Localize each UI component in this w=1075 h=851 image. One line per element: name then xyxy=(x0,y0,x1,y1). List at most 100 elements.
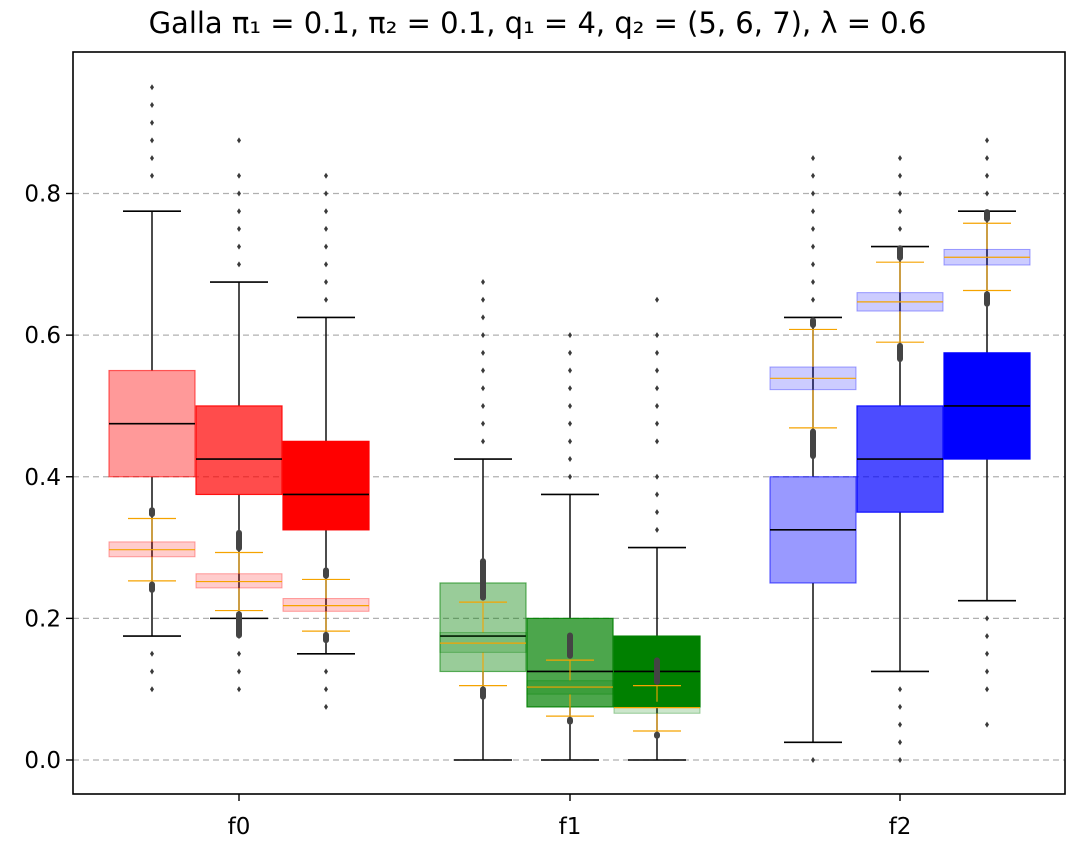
outlier-point xyxy=(150,172,154,179)
outlier-point xyxy=(655,473,659,480)
inner-box-group-f1 xyxy=(526,632,614,725)
outlier-point xyxy=(985,615,989,622)
inner-outlier-cluster-high xyxy=(323,567,329,579)
outlier-point xyxy=(898,225,902,232)
inner-outlier-cluster-low xyxy=(149,581,155,593)
outlier-point xyxy=(898,172,902,179)
outlier-point xyxy=(324,686,328,693)
inner-outlier-cluster-low xyxy=(810,428,816,460)
outlier-point xyxy=(568,332,572,339)
outlier-point xyxy=(237,137,241,144)
outlier-point xyxy=(324,279,328,286)
inner-box-group-f0 xyxy=(195,529,283,639)
outlier-point xyxy=(237,261,241,268)
outlier-point xyxy=(324,296,328,303)
outlier-point xyxy=(655,385,659,392)
y-tick-label: 0.0 xyxy=(24,748,61,774)
y-tick-label: 0.8 xyxy=(24,182,61,208)
inner-outlier-cluster-low xyxy=(897,342,903,363)
outlier-point xyxy=(324,243,328,250)
inner-outlier-cluster-low xyxy=(984,291,990,307)
outlier-point xyxy=(811,225,815,232)
y-tick-label: 0.6 xyxy=(24,323,61,349)
x-tick-label: f1 xyxy=(559,814,582,840)
inner-box-group-f2 xyxy=(943,209,1031,307)
x-tick-label: f2 xyxy=(889,814,912,840)
inner-outlier-cluster-low xyxy=(654,731,660,739)
inner-outlier-cluster-low xyxy=(323,631,329,644)
outlier-point xyxy=(655,296,659,303)
outlier-point xyxy=(568,402,572,409)
outlier-point xyxy=(237,208,241,215)
x-tick-label: f0 xyxy=(228,814,251,840)
outlier-point xyxy=(655,332,659,339)
outlier-point xyxy=(324,172,328,179)
inner-box-group-f0 xyxy=(108,507,196,593)
y-tick-label: 0.4 xyxy=(24,465,61,491)
outlier-point xyxy=(655,349,659,356)
outlier-point xyxy=(985,668,989,675)
outlier-point xyxy=(655,420,659,427)
outlier-point xyxy=(568,385,572,392)
chart-title: Galla π₁ = 0.1, π₂ = 0.1, q₁ = 4, q₂ = (… xyxy=(148,6,927,40)
outlier-point xyxy=(481,279,485,286)
outlier-point xyxy=(811,208,815,215)
outlier-point xyxy=(811,172,815,179)
outlier-point xyxy=(481,420,485,427)
inner-outlier-cluster-high xyxy=(984,209,990,222)
outlier-point xyxy=(324,668,328,675)
outlier-point xyxy=(481,296,485,303)
inner-outlier-cluster-high xyxy=(567,632,573,659)
outlier-point xyxy=(481,349,485,356)
inner-box-iqr xyxy=(195,573,283,589)
outlier-point xyxy=(898,757,902,763)
outlier-point xyxy=(150,101,154,108)
outlier-point xyxy=(237,243,241,250)
inner-outlier-cluster-high xyxy=(810,317,816,329)
outlier-point xyxy=(481,402,485,409)
outlier-point xyxy=(655,526,659,533)
outlier-point xyxy=(898,686,902,693)
outlier-point xyxy=(150,119,154,126)
outlier-point xyxy=(985,190,989,197)
outlier-point xyxy=(898,155,902,162)
outlier-point xyxy=(655,402,659,409)
outlier-point xyxy=(481,385,485,392)
outlier-point xyxy=(811,190,815,197)
outlier-point xyxy=(150,668,154,675)
outlier-point xyxy=(237,686,241,693)
outlier-point xyxy=(985,686,989,693)
inner-outlier-cluster-low xyxy=(480,686,486,700)
axes-frame xyxy=(72,51,1066,795)
outlier-point xyxy=(985,650,989,657)
outlier-point xyxy=(150,686,154,693)
inner-box-group-f1 xyxy=(439,558,527,700)
outlier-point xyxy=(568,349,572,356)
inner-outlier-cluster-high xyxy=(654,657,660,685)
inner-box-group-f2 xyxy=(856,245,944,363)
inner-box-iqr xyxy=(439,632,527,653)
outlier-point xyxy=(898,208,902,215)
outlier-point xyxy=(811,296,815,303)
box-iqr xyxy=(282,440,370,531)
outlier-point xyxy=(985,633,989,640)
box-group-f2 xyxy=(943,137,1031,728)
outlier-point xyxy=(324,261,328,268)
outlier-point xyxy=(985,155,989,162)
y-tick-label: 0.2 xyxy=(24,606,61,632)
outlier-point xyxy=(150,155,154,162)
outlier-point xyxy=(811,279,815,286)
outlier-point xyxy=(481,438,485,445)
outlier-point xyxy=(237,650,241,657)
outlier-point xyxy=(568,420,572,427)
outlier-point xyxy=(568,438,572,445)
boxes-layer xyxy=(108,84,1031,763)
outlier-point xyxy=(655,367,659,374)
outlier-point xyxy=(898,721,902,728)
outlier-point xyxy=(898,703,902,710)
outlier-point xyxy=(150,137,154,144)
outlier-point xyxy=(237,190,241,197)
outlier-point xyxy=(811,155,815,162)
outlier-point xyxy=(568,473,572,480)
